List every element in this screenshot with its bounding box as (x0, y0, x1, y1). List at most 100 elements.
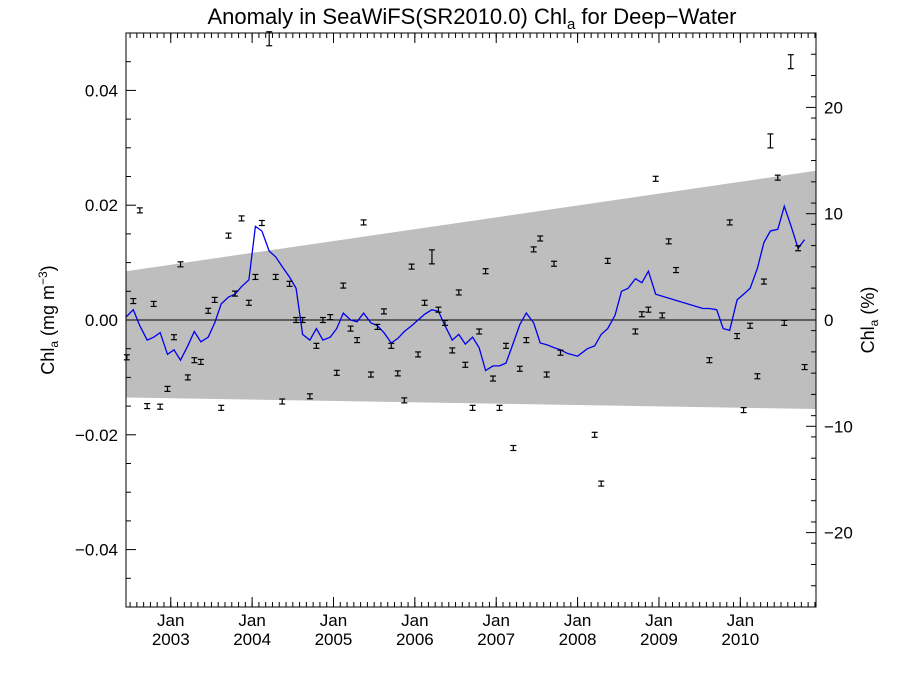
data-point (516, 365, 523, 372)
y-axis-right: −20 −10 0 10 20 (806, 53, 853, 587)
smoothed-anomaly-line (125, 204, 806, 372)
data-point (706, 357, 713, 364)
data-point (665, 238, 672, 245)
data-point (740, 407, 747, 414)
data-point (319, 316, 326, 324)
data-point (286, 280, 293, 287)
data-point (543, 371, 550, 378)
data-point (734, 332, 741, 340)
y2-tick-label: 20 (824, 98, 843, 117)
data-point (787, 54, 794, 70)
data-point (428, 249, 435, 265)
data-point (591, 431, 598, 438)
data-point (774, 174, 781, 181)
data-point (496, 404, 503, 411)
data-point (177, 261, 184, 268)
data-point (266, 31, 273, 47)
plot-area (123, 31, 817, 608)
data-point (754, 373, 761, 380)
data-point (279, 398, 286, 405)
data-point (184, 374, 191, 381)
data-point (550, 260, 557, 267)
x-tick-month-label: Jan (727, 611, 754, 630)
data-point (659, 312, 666, 319)
data-point (164, 385, 171, 392)
data-point (144, 403, 151, 410)
data-point (638, 311, 645, 318)
data-point (510, 444, 517, 452)
data-point (482, 268, 489, 275)
data-point (441, 319, 448, 326)
x-tick-month-label: Jan (564, 611, 591, 630)
y2-tick-label: −20 (824, 524, 853, 543)
data-point (537, 235, 544, 242)
data-point (313, 342, 320, 349)
data-point (374, 323, 381, 330)
data-point (245, 299, 252, 306)
data-point (435, 306, 442, 313)
data-point (530, 246, 537, 253)
y2-tick-label: 10 (824, 205, 843, 224)
data-point (225, 232, 232, 239)
data-point (360, 219, 367, 226)
data-point (469, 404, 476, 411)
data-point (157, 403, 164, 410)
data-point (205, 307, 212, 314)
data-point (380, 308, 387, 315)
data-point (795, 245, 802, 252)
y-tick-label: 0.00 (85, 311, 118, 330)
data-point (171, 334, 178, 341)
data-point (557, 349, 564, 356)
data-point (347, 325, 354, 332)
x-tick-month-label: Jan (238, 611, 265, 630)
data-point (130, 297, 137, 305)
data-point (632, 328, 639, 335)
data-point (502, 342, 509, 349)
x-tick-month-label: Jan (483, 611, 510, 630)
data-point (726, 219, 733, 226)
data-point (238, 215, 245, 222)
y-tick-label: −0.04 (75, 541, 118, 560)
x-tick-year-label: 2007 (477, 630, 515, 649)
data-point (136, 207, 143, 214)
x-tick-year-label: 2006 (396, 630, 434, 649)
data-point (258, 219, 265, 227)
x-tick-year-label: 2004 (233, 630, 271, 649)
y-tick-label: 0.02 (85, 196, 118, 215)
data-point (673, 266, 680, 274)
data-point (523, 336, 530, 344)
data-point (747, 322, 754, 329)
y-tick-label: −0.02 (75, 426, 118, 445)
y2-tick-label: 0 (824, 311, 833, 330)
x-axis: Jan2003Jan2004Jan2005Jan2006Jan2007Jan20… (129, 33, 816, 649)
data-point (367, 371, 374, 378)
data-point (598, 480, 605, 487)
data-point (340, 282, 347, 289)
data-point (299, 316, 306, 324)
data-point (415, 351, 422, 358)
y-tick-label: 0.04 (85, 81, 118, 100)
x-tick-month-label: Jan (320, 611, 347, 630)
x-tick-month-label: Jan (157, 611, 184, 630)
data-point (333, 369, 340, 376)
data-point (781, 319, 788, 326)
data-point (197, 358, 204, 366)
data-point (421, 299, 428, 306)
uncertainty-band (126, 170, 816, 409)
data-point (272, 273, 279, 281)
data-point (645, 306, 652, 313)
data-point (252, 273, 259, 281)
data-point (455, 289, 462, 296)
data-point (760, 278, 767, 285)
anomaly-points (123, 31, 808, 487)
data-point (476, 328, 483, 335)
data-point (191, 357, 198, 364)
y-axis-left-label: Chla (mg m−3) (36, 265, 61, 374)
data-point (218, 404, 225, 411)
x-tick-year-label: 2009 (640, 630, 678, 649)
data-point (401, 397, 408, 404)
data-point (449, 347, 456, 354)
data-point (394, 370, 401, 377)
y2-tick-label: −10 (824, 417, 853, 436)
